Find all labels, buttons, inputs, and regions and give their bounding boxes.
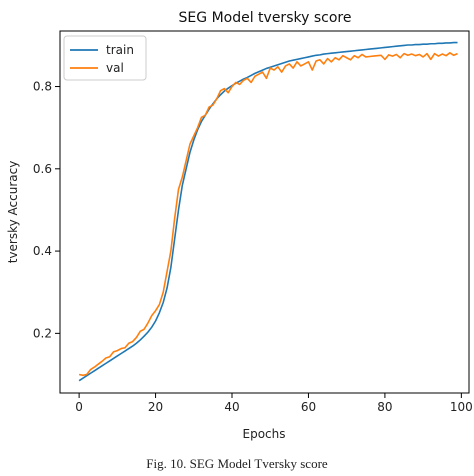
y-tick-label: 0.4 (33, 244, 52, 258)
chart-title: SEG Model tversky score (179, 10, 352, 26)
y-axis-label: tversky Accuracy (6, 161, 20, 264)
x-tick-label: 100 (450, 400, 473, 414)
x-tick-label: 60 (301, 400, 316, 414)
y-axis-ticks: 0.2 0.4 0.6 0.8 (33, 80, 60, 340)
y-tick-label: 0.2 (33, 326, 52, 340)
x-tick-label: 80 (377, 400, 392, 414)
y-tick-label: 0.8 (33, 80, 52, 94)
legend-label-train: train (106, 43, 134, 57)
figure-caption: Fig. 10. SEG Model Tversky score (146, 456, 328, 471)
plot-area (59, 30, 470, 394)
x-tick-label: 20 (148, 400, 163, 414)
x-tick-label: 40 (224, 400, 239, 414)
series-line-val (78, 51, 458, 377)
series-line-train (78, 41, 458, 382)
chart: SEG Model tversky score 0 20 40 60 80 100 0.2… (6, 10, 473, 441)
x-tick-label: 0 (75, 400, 83, 414)
series-layer (78, 41, 458, 382)
x-axis-ticks: 0 20 40 60 80 100 (75, 393, 473, 414)
legend-box (63, 35, 147, 81)
plot-frame (59, 30, 470, 394)
y-tick-label: 0.6 (33, 162, 52, 176)
x-axis-label: Epochs (243, 427, 286, 441)
legend: train val (63, 35, 147, 81)
legend-label-val: val (106, 61, 124, 75)
